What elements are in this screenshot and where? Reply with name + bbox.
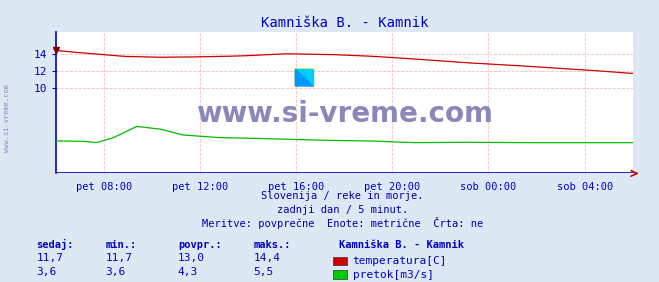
Title: Kamniška B. - Kamnik: Kamniška B. - Kamnik	[260, 16, 428, 30]
Text: 14,4: 14,4	[254, 254, 281, 263]
Text: 11,7: 11,7	[105, 254, 132, 263]
Text: 3,6: 3,6	[36, 267, 57, 277]
Text: sedaj:: sedaj:	[36, 239, 74, 250]
Text: 4,3: 4,3	[178, 267, 198, 277]
Polygon shape	[295, 69, 312, 86]
Text: Slovenija / reke in morje.: Slovenija / reke in morje.	[262, 191, 424, 201]
Polygon shape	[295, 69, 312, 86]
Text: povpr.:: povpr.:	[178, 240, 221, 250]
Text: Meritve: povprečne  Enote: metrične  Črta: ne: Meritve: povprečne Enote: metrične Črta:…	[202, 217, 483, 229]
Text: 3,6: 3,6	[105, 267, 126, 277]
Text: temperatura[C]: temperatura[C]	[353, 256, 447, 266]
Text: zadnji dan / 5 minut.: zadnji dan / 5 minut.	[277, 205, 409, 215]
Text: 11,7: 11,7	[36, 254, 63, 263]
Text: 13,0: 13,0	[178, 254, 205, 263]
Text: 5,5: 5,5	[254, 267, 274, 277]
Text: Kamniška B. - Kamnik: Kamniška B. - Kamnik	[339, 240, 465, 250]
Text: www.si-vreme.com: www.si-vreme.com	[3, 84, 10, 153]
Polygon shape	[295, 69, 312, 86]
Text: www.si-vreme.com: www.si-vreme.com	[196, 100, 493, 128]
Text: min.:: min.:	[105, 240, 136, 250]
Text: maks.:: maks.:	[254, 240, 291, 250]
Text: pretok[m3/s]: pretok[m3/s]	[353, 270, 434, 280]
